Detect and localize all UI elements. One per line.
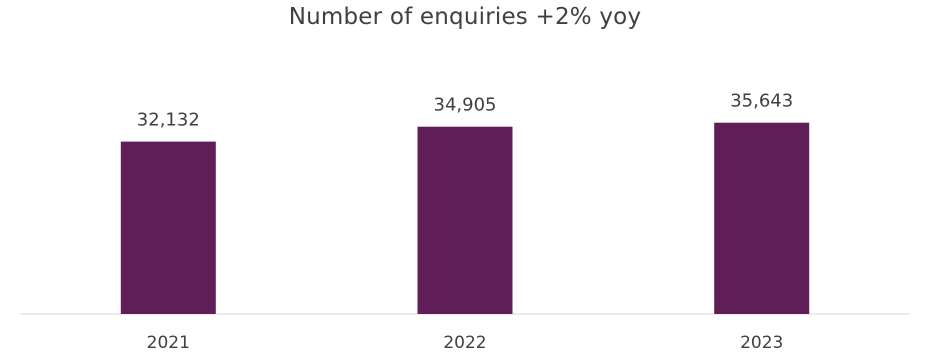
bar-2023 [714,122,810,314]
x-tick-labels-layer: 2021 2022 2023 [147,333,784,353]
x-tick-label-2022: 2022 [443,333,486,353]
bar-2021 [120,141,216,314]
bars-layer [120,122,810,314]
data-label-2022: 34,905 [434,95,497,116]
bar-2022 [417,126,513,314]
data-label-2021: 32,132 [137,110,200,131]
x-tick-label-2023: 2023 [740,333,783,353]
data-label-2023: 35,643 [730,91,793,112]
x-tick-label-2021: 2021 [147,333,190,353]
chart-title: Number of enquiries +2% yoy [288,4,642,30]
value-labels-layer: 32,132 34,905 35,643 [137,91,793,131]
